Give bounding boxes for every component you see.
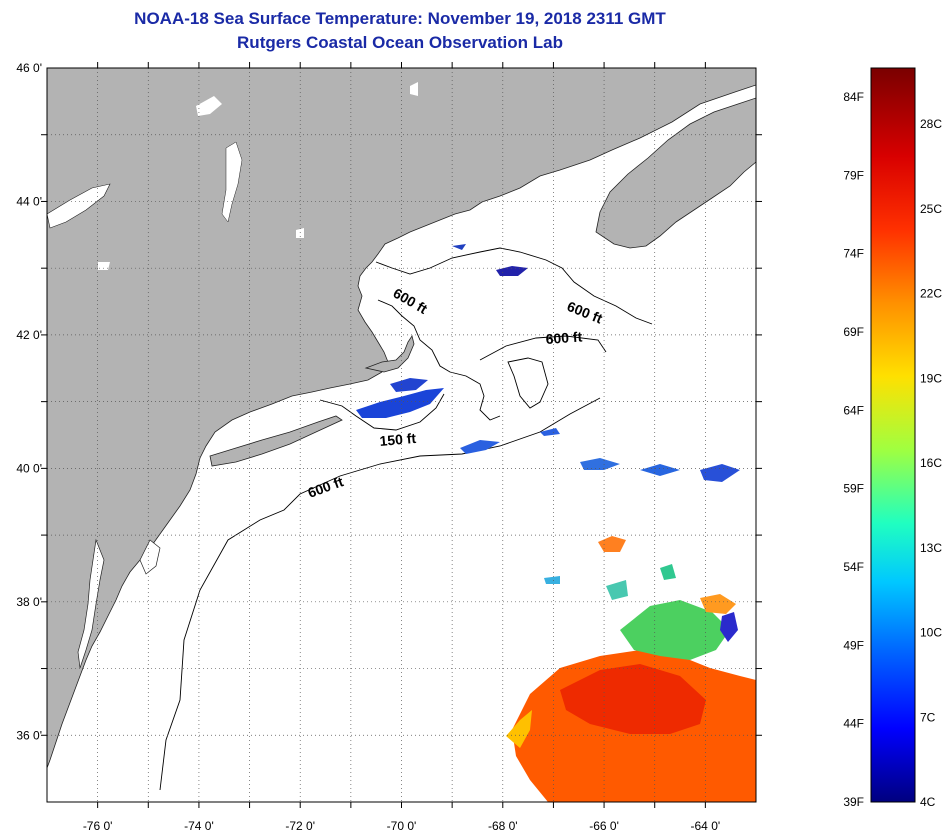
contour-label-nantucket-150: 150 ft bbox=[379, 430, 417, 449]
land-mainland bbox=[47, 68, 756, 769]
lon-tick-label: -68 0' bbox=[488, 819, 518, 832]
lake-small-1 bbox=[196, 96, 222, 116]
colorbar-f-label: 64F bbox=[843, 403, 864, 417]
sst-data bbox=[356, 244, 756, 802]
colorbar-f-label: 49F bbox=[843, 638, 864, 652]
sst-patch-blue-2 bbox=[700, 464, 740, 482]
lon-tick-label: -74 0' bbox=[184, 819, 214, 832]
delaware-bay bbox=[139, 539, 161, 575]
lat-tick-label: 42 0' bbox=[16, 328, 42, 342]
lon-tick-label: -64 0' bbox=[691, 819, 721, 832]
lat-tick-label: 46 0' bbox=[16, 61, 42, 75]
colorbar-f-label: 74F bbox=[843, 247, 864, 261]
sst-patch-cyan-1 bbox=[544, 576, 560, 584]
sst-cold-spot bbox=[720, 612, 738, 642]
lake-small-2 bbox=[410, 82, 418, 96]
colorbar-c-label: 7C bbox=[920, 710, 936, 724]
sst-patch-cyan-2 bbox=[606, 580, 628, 600]
contour-shelf-600 bbox=[159, 397, 601, 791]
sst-patch-blue-1 bbox=[580, 458, 620, 470]
colorbar-f-label: 79F bbox=[843, 168, 864, 182]
colorbar-c-label: 25C bbox=[920, 202, 942, 216]
lon-tick-label: -66 0' bbox=[589, 819, 619, 832]
sst-cold-nantucket bbox=[356, 388, 444, 418]
colorbar-f-label: 44F bbox=[843, 717, 864, 731]
colorbar-c-label: 13C bbox=[920, 541, 942, 555]
colorbar-f-label: 54F bbox=[843, 560, 864, 574]
colorbar-f-label: 39F bbox=[843, 795, 864, 809]
map-title: NOAA-18 Sea Surface Temperature: Novembe… bbox=[134, 9, 666, 28]
contour-georges-bank bbox=[507, 357, 549, 409]
map-subtitle: Rutgers Coastal Ocean Observation Lab bbox=[237, 33, 563, 52]
colorbar-c-label: 16C bbox=[920, 456, 942, 470]
land-long-island bbox=[209, 415, 343, 467]
lat-tick-label: 38 0' bbox=[16, 595, 42, 609]
lake-ontario bbox=[47, 183, 111, 229]
sst-patch-orange-1 bbox=[598, 536, 626, 552]
contour-gom bbox=[375, 247, 653, 325]
lake-champlain bbox=[221, 141, 243, 223]
lat-tick-label: 44 0' bbox=[16, 194, 42, 208]
colorbar-c-label: 19C bbox=[920, 371, 942, 385]
contour-nantucket-150 bbox=[319, 393, 445, 431]
colorbar-scale bbox=[870, 67, 916, 803]
sst-patch-green-1 bbox=[660, 564, 676, 580]
contour-gom-inner bbox=[377, 299, 501, 421]
sst-cold-capecod bbox=[390, 378, 428, 392]
colorbar-c-label: 10C bbox=[920, 626, 942, 640]
longitude-labels: -76 0' -74 0' -72 0' -70 0' -68 0' -66 0' -64 … bbox=[83, 819, 720, 832]
lon-tick-label: -70 0' bbox=[387, 819, 417, 832]
lon-tick-label: -72 0' bbox=[285, 819, 315, 832]
sst-warm-edge bbox=[506, 710, 532, 748]
colorbar-celsius-labels: 28C 25C 22C 19C 16C 13C 10C 7C 4C bbox=[920, 117, 942, 809]
colorbar-c-label: 22C bbox=[920, 287, 942, 301]
land-nova-scotia bbox=[595, 97, 756, 249]
colorbar-fahrenheit-labels: 84F 79F 74F 69F 64F 59F 54F 49F 44F 39F bbox=[843, 90, 864, 809]
latitude-labels: 46 0' 44 0' 42 0' 40 0' 38 0' 36 0' bbox=[16, 61, 42, 742]
sst-frontal-green bbox=[620, 600, 730, 660]
depth-contours bbox=[159, 247, 653, 791]
land-cape-cod bbox=[364, 335, 415, 373]
lat-tick-label: 36 0' bbox=[16, 728, 42, 742]
lon-tick-label: -76 0' bbox=[83, 819, 113, 832]
sst-frontal-orange bbox=[700, 594, 736, 614]
colorbar-c-label: 28C bbox=[920, 117, 942, 131]
colorbar-f-label: 69F bbox=[843, 325, 864, 339]
colorbar-f-label: 84F bbox=[843, 90, 864, 104]
colorbar-c-label: 4C bbox=[920, 795, 936, 809]
contour-label-georges-600: 600 ft bbox=[545, 328, 583, 347]
colorbar-f-label: 59F bbox=[843, 482, 864, 496]
axis-ticks bbox=[41, 62, 762, 808]
sst-patch-blue-3 bbox=[640, 464, 680, 476]
sst-patch-blue-4 bbox=[460, 440, 500, 454]
sst-warm-red bbox=[560, 664, 706, 734]
sst-patch-blue-5 bbox=[540, 428, 560, 436]
contour-georges bbox=[479, 335, 607, 361]
sst-cold-gom-2 bbox=[452, 244, 466, 250]
lat-tick-label: 40 0' bbox=[16, 461, 42, 475]
